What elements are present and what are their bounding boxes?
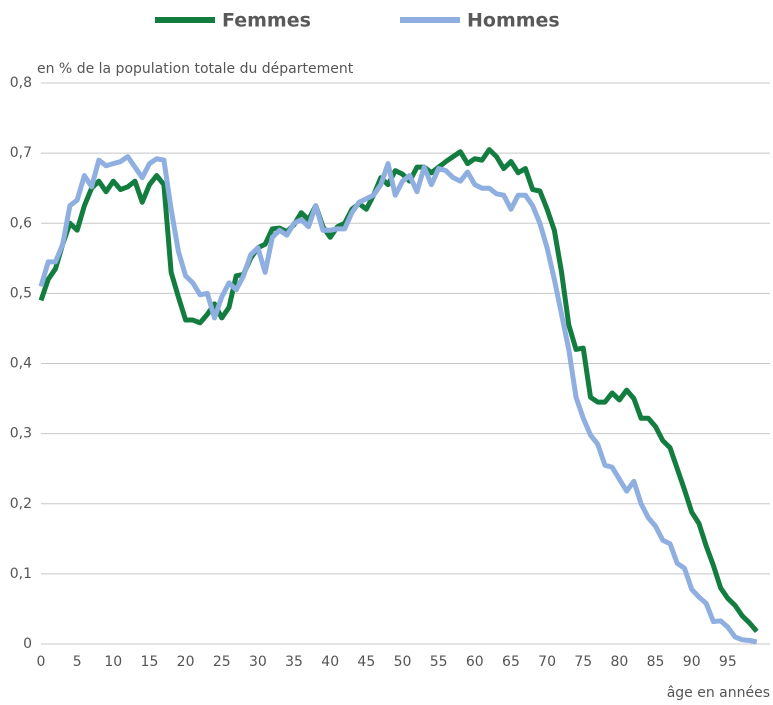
y-tick-label: 0 [23, 636, 32, 652]
y-tick-label: 0,5 [10, 285, 32, 301]
x-tick-label: 0 [37, 654, 46, 670]
x-tick-label: 85 [647, 654, 665, 670]
x-tick-label: 35 [285, 654, 303, 670]
x-tick-label: 75 [574, 654, 592, 670]
x-tick-label: 15 [141, 654, 159, 670]
x-tick-label: 30 [249, 654, 267, 670]
x-tick-label: 95 [719, 654, 737, 670]
legend-label: Hommes [467, 10, 560, 32]
x-tick-label: 70 [538, 654, 556, 670]
y-tick-label: 0,8 [10, 75, 32, 91]
y-tick-label: 0,3 [10, 426, 32, 442]
x-tick-label: 10 [104, 654, 122, 670]
x-tick-label: 55 [430, 654, 448, 670]
x-tick-label: 65 [502, 654, 520, 670]
x-tick-label: 50 [394, 654, 412, 670]
x-tick-label: 25 [213, 654, 231, 670]
x-tick-label: 40 [321, 654, 339, 670]
x-tick-label: 80 [610, 654, 628, 670]
y-tick-label: 0,7 [10, 145, 32, 161]
x-tick-label: 20 [177, 654, 195, 670]
x-tick-label: 45 [357, 654, 375, 670]
x-tick-label: 60 [466, 654, 484, 670]
y-tick-label: 0,4 [10, 356, 32, 372]
x-tick-label: 90 [683, 654, 701, 670]
y-tick-label: 0,1 [10, 566, 32, 582]
y-tick-label: 0,2 [10, 496, 32, 512]
series-line [38, 147, 759, 634]
legend-label: Femmes [222, 10, 311, 32]
y-tick-label: 0,6 [10, 215, 32, 231]
series-line [38, 154, 758, 645]
x-tick-label: 5 [73, 654, 82, 670]
x-axis-label: âge en années [667, 685, 770, 701]
y-axis-label: en % de la population totale du départem… [37, 61, 354, 77]
